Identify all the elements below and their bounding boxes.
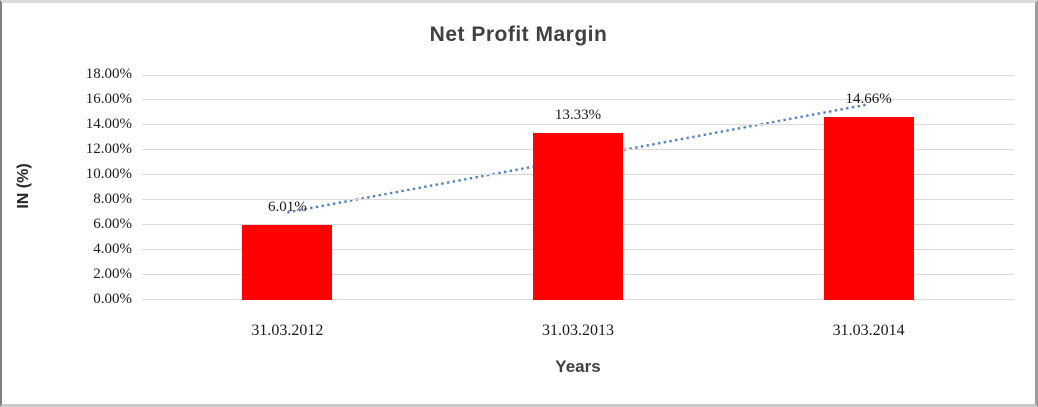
gridline	[142, 75, 1014, 76]
y-axis-title-text: IN (%)	[15, 163, 32, 209]
y-tick-label: 4.00%	[93, 241, 132, 257]
y-tick-label: 16.00%	[85, 91, 132, 107]
bar-data-label: 14.66%	[845, 90, 892, 107]
bar-31.03.2014	[823, 116, 914, 300]
plot-area: 6.01% 13.33% 14.66%	[142, 75, 1014, 300]
bar-31.03.2012	[242, 224, 333, 300]
bar-data-label: 6.01%	[267, 198, 307, 215]
y-tick-label: 8.00%	[93, 191, 132, 207]
y-tick-label: 10.00%	[85, 166, 132, 182]
y-tick-label: 0.00%	[93, 291, 132, 307]
y-tick-label: 6.00%	[93, 216, 132, 232]
y-tick-label: 18.00%	[85, 66, 132, 82]
bar-31.03.2013	[533, 133, 623, 300]
x-tick-label: 31.03.2013	[542, 322, 614, 339]
y-tick-label: 2.00%	[93, 266, 132, 282]
y-tick-label: 12.00%	[85, 141, 132, 157]
gridline	[142, 124, 1014, 125]
gridline	[142, 99, 1014, 100]
y-tick-label: 14.00%	[85, 116, 132, 132]
bar-data-label: 13.33%	[554, 107, 602, 124]
chart-title: Net Profit Margin	[429, 23, 608, 46]
x-tick-label: 31.03.2014	[832, 322, 905, 339]
x-tick-label: 31.03.2012	[251, 322, 324, 339]
x-axis-title: Years	[555, 357, 601, 376]
